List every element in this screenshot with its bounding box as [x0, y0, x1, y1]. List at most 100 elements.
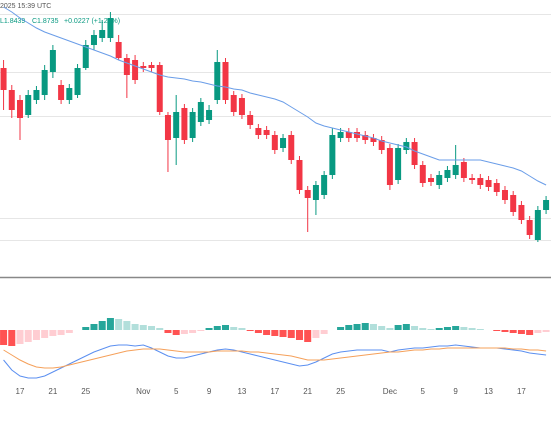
candle-body: [0, 68, 7, 90]
histogram-bar: [394, 325, 402, 330]
moving-average: [3, 6, 547, 186]
candle-body: [49, 50, 56, 72]
x-tick-label: 17: [517, 387, 526, 396]
candle-body: [411, 142, 418, 165]
x-tick-label: 17: [16, 387, 25, 396]
candle-body: [419, 165, 426, 183]
histogram-bar: [427, 329, 435, 330]
histogram-bar: [254, 330, 262, 333]
histogram-bar: [460, 327, 468, 330]
histogram-bar: [8, 330, 16, 346]
histogram-bar: [98, 321, 106, 330]
macd-line: [3, 347, 547, 369]
x-tick-label: 13: [484, 387, 493, 396]
candle-body: [460, 162, 467, 178]
candle-body: [247, 115, 254, 125]
candle-body: [534, 210, 541, 240]
candle-body: [66, 88, 73, 100]
candle-body: [238, 98, 245, 115]
histogram-bar: [115, 319, 123, 330]
histogram-bar: [164, 330, 172, 333]
candle-body: [428, 178, 434, 182]
x-tick-label: 25: [81, 387, 90, 396]
candle-body: [271, 135, 278, 150]
histogram-bar: [65, 330, 73, 333]
candle-body: [362, 135, 369, 140]
candle-body: [436, 175, 443, 185]
x-tick-label: 5: [421, 387, 426, 396]
histogram-bar: [452, 326, 460, 330]
header-close: C1.8735: [32, 18, 59, 25]
histogram-bar: [353, 324, 361, 330]
histogram-bar: [189, 330, 197, 333]
candle-body: [469, 178, 476, 180]
candle-body: [329, 135, 336, 175]
histogram-bar: [304, 330, 312, 342]
candle-body: [378, 140, 385, 150]
candle-body: [115, 42, 122, 58]
candle-body: [99, 30, 106, 38]
histogram-bar: [295, 330, 303, 340]
x-tick-label: 9: [453, 387, 458, 396]
histogram-bar: [337, 327, 345, 330]
candle-body: [345, 132, 352, 138]
histogram-bar: [82, 327, 90, 330]
x-tick-label: 13: [237, 387, 246, 396]
candle-body: [501, 190, 508, 200]
candle-body: [156, 65, 163, 112]
macd-line: [3, 344, 547, 379]
histogram-bar: [57, 330, 65, 335]
histogram-bar: [41, 330, 49, 338]
header-change: +0.0227 (+1.23%): [64, 18, 120, 25]
candle-body: [493, 183, 500, 192]
histogram-bar: [32, 330, 40, 340]
histogram-bar: [361, 323, 369, 330]
candle-body: [263, 130, 270, 135]
candle-body: [543, 200, 550, 210]
candle-body: [90, 35, 97, 45]
candle-body: [17, 100, 23, 118]
histogram-bar: [213, 326, 221, 330]
histogram-bar: [443, 327, 451, 330]
histogram-bar: [106, 318, 114, 330]
candle-body: [206, 110, 213, 120]
candle-body: [58, 85, 65, 100]
x-tick-label: 17: [270, 387, 279, 396]
histogram-bar: [526, 330, 534, 335]
histogram-bar: [542, 330, 550, 332]
histogram-bar: [263, 330, 271, 335]
histogram-bar: [468, 328, 476, 330]
candle-body: [337, 132, 344, 138]
histogram-bar: [345, 325, 353, 330]
histogram-bar: [312, 330, 320, 338]
x-tick-label: 21: [48, 387, 57, 396]
histogram-bar: [156, 328, 164, 330]
candle-body: [452, 165, 459, 175]
candle-body: [485, 180, 492, 187]
histogram-bar: [386, 328, 394, 330]
histogram-bar: [16, 330, 24, 344]
candle-body: [197, 102, 204, 122]
candle-body: [370, 138, 377, 142]
histogram-bar: [419, 328, 427, 330]
header-time: 2025 15:39 UTC: [0, 3, 51, 10]
histogram-bar: [123, 321, 131, 330]
histogram-bar: [402, 324, 410, 330]
header-low: L1.8439: [0, 18, 25, 25]
candle-body: [8, 90, 15, 110]
histogram-bar: [230, 327, 238, 330]
x-tick-label: 9: [207, 387, 212, 396]
candle-body: [255, 128, 262, 135]
histogram-bar: [287, 330, 295, 338]
candle-body: [510, 195, 517, 212]
histogram-bar: [279, 330, 287, 337]
histogram-bar: [534, 330, 542, 333]
histogram-bar: [0, 330, 8, 345]
histogram-bar: [205, 328, 213, 330]
candle-body: [33, 90, 40, 100]
candle-body: [25, 95, 32, 115]
candle-body: [280, 138, 287, 148]
candle-body: [403, 142, 410, 150]
x-tick-label: 5: [174, 387, 179, 396]
